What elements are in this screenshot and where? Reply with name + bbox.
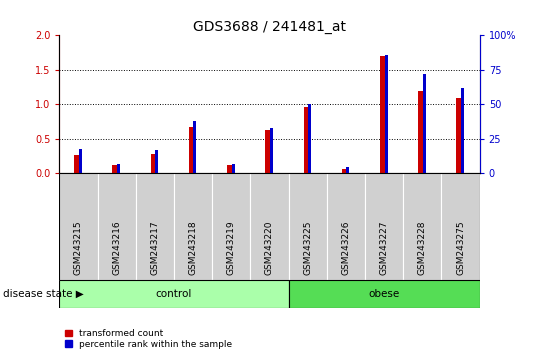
Text: disease state ▶: disease state ▶: [3, 289, 84, 299]
Bar: [117, 164, 120, 173]
Bar: [457, 97, 461, 173]
Text: GSM243219: GSM243219: [227, 221, 236, 275]
Bar: [150, 154, 155, 173]
Bar: [155, 150, 158, 173]
Bar: [113, 165, 117, 173]
Text: GSM243228: GSM243228: [418, 221, 427, 275]
Bar: [174, 173, 212, 280]
Bar: [212, 173, 251, 280]
Text: GSM243217: GSM243217: [150, 221, 160, 275]
Bar: [136, 173, 174, 280]
Text: GSM243220: GSM243220: [265, 221, 274, 275]
Text: GSM243218: GSM243218: [189, 221, 198, 275]
Bar: [98, 173, 136, 280]
Bar: [227, 165, 232, 173]
Text: GSM243225: GSM243225: [303, 221, 312, 275]
Text: GSM243216: GSM243216: [112, 221, 121, 275]
Bar: [418, 91, 423, 173]
Bar: [403, 173, 441, 280]
Bar: [251, 173, 288, 280]
Text: GSM243226: GSM243226: [341, 221, 350, 275]
Text: GSM243215: GSM243215: [74, 221, 83, 275]
Bar: [265, 130, 270, 173]
Bar: [288, 280, 480, 308]
Bar: [365, 173, 403, 280]
Bar: [327, 173, 365, 280]
Text: control: control: [156, 289, 192, 299]
Bar: [189, 126, 194, 173]
Bar: [384, 55, 388, 173]
Text: obese: obese: [369, 289, 400, 299]
Bar: [342, 169, 347, 173]
Legend: transformed count, percentile rank within the sample: transformed count, percentile rank withi…: [64, 328, 233, 349]
Bar: [74, 155, 79, 173]
Bar: [270, 128, 273, 173]
Bar: [194, 121, 197, 173]
Bar: [461, 88, 464, 173]
Bar: [423, 74, 426, 173]
Bar: [380, 56, 384, 173]
Bar: [288, 173, 327, 280]
Text: GSM243275: GSM243275: [456, 221, 465, 275]
Bar: [59, 173, 98, 280]
Bar: [232, 164, 234, 173]
Bar: [59, 280, 288, 308]
Bar: [347, 167, 349, 173]
Title: GDS3688 / 241481_at: GDS3688 / 241481_at: [193, 21, 346, 34]
Bar: [79, 149, 82, 173]
Bar: [303, 107, 308, 173]
Bar: [308, 104, 311, 173]
Bar: [441, 173, 480, 280]
Text: GSM243227: GSM243227: [379, 221, 389, 275]
